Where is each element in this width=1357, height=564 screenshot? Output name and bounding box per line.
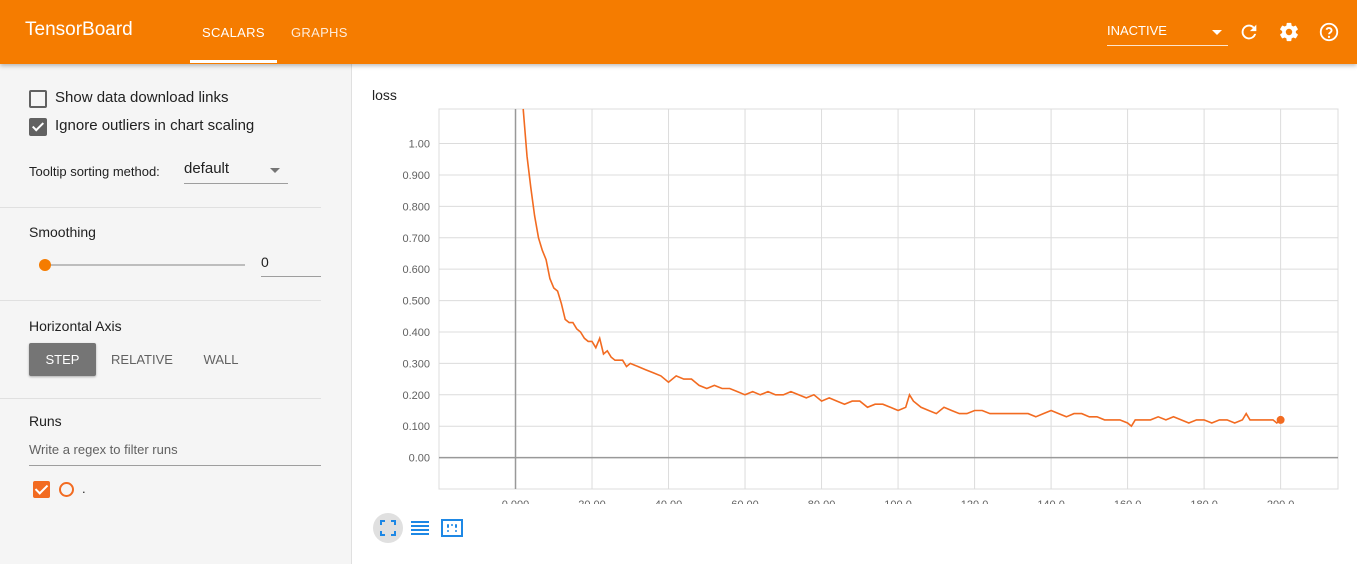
smoothing-slider-knob[interactable] xyxy=(39,259,51,271)
loss-chart[interactable]: 0.00 0.100 0.200 0.300 0.400 0.500 0.600 0.700 0… xyxy=(352,64,1357,504)
smoothing-slider-track[interactable] xyxy=(45,264,245,266)
x-tick-label: 180.0 xyxy=(1190,499,1218,504)
run-name: . xyxy=(82,481,86,496)
loss-series-line xyxy=(522,108,1282,428)
y-tick-label: 0.300 xyxy=(402,358,430,370)
section-divider xyxy=(0,398,321,399)
x-tick-label: 100.0 xyxy=(884,499,912,504)
x-tick-label: 120.0 xyxy=(961,499,989,504)
x-tick-labels: 0.000 20.00 40.00 60.00 80.00 100.0 120.0 140.0… xyxy=(502,499,1295,504)
y-tick-label: 0.400 xyxy=(402,327,430,339)
chart-axes xyxy=(439,109,1338,489)
axis-step-button[interactable]: STEP xyxy=(29,343,96,376)
plot-frame xyxy=(438,108,1339,490)
run-checkbox[interactable] xyxy=(33,481,50,498)
show-download-links-checkbox[interactable] xyxy=(29,90,47,108)
dropdown-caret-icon xyxy=(1212,30,1222,35)
section-divider xyxy=(0,300,321,301)
tooltip-sorting-label: Tooltip sorting method: xyxy=(29,164,160,179)
tab-graphs[interactable]: GRAPHS xyxy=(291,25,348,40)
horizontal-axis-title: Horizontal Axis xyxy=(29,318,122,334)
chart-title: loss xyxy=(372,87,397,103)
x-tick-label: 140.0 xyxy=(1037,499,1065,504)
y-tick-label: 0.900 xyxy=(402,170,430,182)
smoothing-input[interactable]: 0 xyxy=(261,254,321,277)
settings-gear-icon[interactable] xyxy=(1278,21,1300,43)
tooltip-sorting-value: default xyxy=(184,160,230,177)
zoom-selection-icon[interactable] xyxy=(437,513,467,543)
inactive-dashboards-select[interactable]: INACTIVE xyxy=(1107,23,1228,46)
y-tick-label: 0.700 xyxy=(402,233,430,245)
runs-title: Runs xyxy=(29,413,62,429)
y-tick-label: 0.200 xyxy=(402,390,430,402)
x-tick-label: 20.00 xyxy=(578,499,606,504)
x-tick-label: 40.00 xyxy=(655,499,683,504)
run-filter-input[interactable]: Write a regex to filter runs xyxy=(29,442,321,466)
x-tick-label: 160.0 xyxy=(1114,499,1142,504)
y-tick-label: 1.00 xyxy=(409,139,430,151)
x-tick-label: 200.0 xyxy=(1267,499,1295,504)
smoothing-title: Smoothing xyxy=(29,224,96,240)
tab-scalars[interactable]: SCALARS xyxy=(190,25,277,63)
fit-domain-icon[interactable] xyxy=(373,513,403,543)
x-tick-label: 80.00 xyxy=(808,499,836,504)
refresh-icon[interactable] xyxy=(1238,21,1260,43)
tooltip-sorting-select[interactable]: default xyxy=(184,160,288,184)
run-color-circle-icon xyxy=(59,482,74,497)
y-tick-label: 0.600 xyxy=(402,264,430,276)
y-tick-label: 0.100 xyxy=(402,421,430,433)
loss-last-point xyxy=(1276,415,1285,424)
inactive-select-value: INACTIVE xyxy=(1107,23,1167,38)
show-download-links-label: Show data download links xyxy=(55,89,229,106)
dropdown-caret-icon xyxy=(270,168,280,173)
ignore-outliers-checkbox[interactable] xyxy=(29,118,47,136)
y-tick-label: 0.800 xyxy=(402,201,430,213)
list-icon[interactable] xyxy=(405,513,435,543)
x-tick-label: 0.000 xyxy=(502,499,530,504)
ignore-outliers-label: Ignore outliers in chart scaling xyxy=(55,117,255,134)
y-tick-label: 0.00 xyxy=(409,453,430,465)
section-divider xyxy=(0,207,321,208)
y-tick-labels: 0.00 0.100 0.200 0.300 0.400 0.500 0.600 0.700 0… xyxy=(402,139,430,465)
help-circle-icon[interactable] xyxy=(1318,21,1340,43)
axis-relative-button[interactable]: RELATIVE xyxy=(111,352,173,367)
top-app-bar: TensorBoard SCALARS GRAPHS INACTIVE xyxy=(0,0,1357,64)
sidebar: Show data download links Ignore outliers… xyxy=(0,64,352,564)
chart-grid xyxy=(438,108,1339,490)
y-tick-label: 0.500 xyxy=(402,296,430,308)
x-tick-label: 60.00 xyxy=(731,499,759,504)
axis-wall-button[interactable]: WALL xyxy=(203,352,239,367)
app-brand: TensorBoard xyxy=(25,19,133,40)
